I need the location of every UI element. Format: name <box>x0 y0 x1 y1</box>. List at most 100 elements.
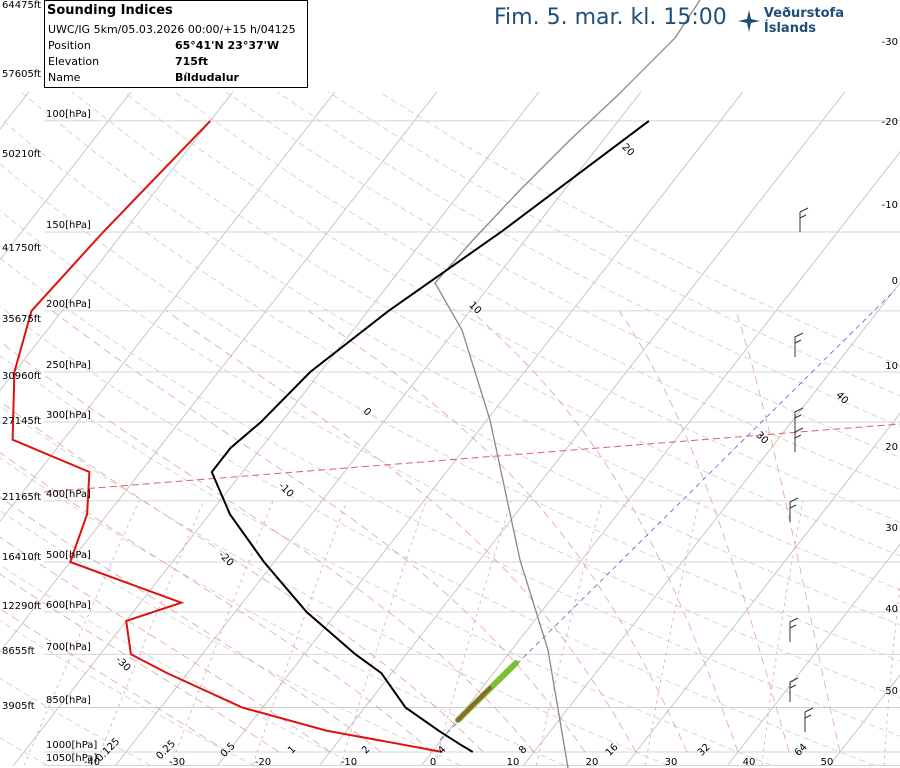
dry-adiabat-line <box>174 91 900 490</box>
moist-adiabat-line <box>0 608 229 753</box>
moist-adiabat-line <box>0 573 280 753</box>
isotherm-line <box>115 91 642 766</box>
wind-barb <box>789 617 799 642</box>
parcel-path <box>434 0 701 768</box>
isotherm-line <box>727 543 900 766</box>
moist-adiabat-line <box>52 310 586 753</box>
right-axis-tick: 10 <box>885 361 898 372</box>
bottom-axis-tick: 10 <box>507 757 520 768</box>
isotherm-line <box>0 91 336 522</box>
dry-adiabat-line <box>0 210 900 699</box>
pressure-label: 600[hPa] <box>46 600 91 611</box>
isotherm-line <box>0 91 438 653</box>
altitude-label: 35675ft <box>2 314 42 325</box>
vedur-logo-icon <box>738 10 760 32</box>
forecast-time-title: Fim. 5. mar. kl. 15:00 <box>494 5 727 30</box>
bottom-axis-tick: -30 <box>169 757 185 768</box>
brand-logo: Veðurstofa Íslands <box>738 6 900 36</box>
pressure-label: 1050[hPa] <box>46 753 98 764</box>
right-axis-tick: 40 <box>885 604 898 615</box>
dry-adiabat-line <box>328 91 900 397</box>
right-axis-tick: -20 <box>882 117 898 128</box>
moist-adiabat-line <box>0 451 433 753</box>
altitude-label: 12290ft <box>2 601 42 612</box>
wind-barb <box>789 677 799 702</box>
mixing-ratio-line <box>434 500 512 766</box>
info-value-name: Bíldudalur <box>175 71 239 84</box>
altitude-label: 30960ft <box>2 371 42 382</box>
isotherm-line <box>217 91 744 766</box>
info-label-position: Position <box>48 39 91 52</box>
altitude-label: 3905ft <box>2 701 35 712</box>
wind-barb <box>804 707 814 732</box>
reference-line <box>439 289 896 741</box>
wind-barb <box>789 497 799 522</box>
dewpoint-curve <box>11 120 443 753</box>
dry-adiabat-line <box>0 677 151 766</box>
bottom-axis-tick: 40 <box>743 757 756 768</box>
dry-adiabat-line <box>0 305 875 766</box>
isotherm-line <box>625 412 900 766</box>
brand-name: Veðurstofa Íslands <box>763 6 844 36</box>
surface-parcel-bar-inner <box>456 686 492 722</box>
right-axis-tick: 0 <box>892 276 898 287</box>
info-title: Sounding Indices <box>47 3 173 18</box>
pressure-label: 200[hPa] <box>46 299 91 310</box>
altitude-label: 64475ft <box>2 0 42 11</box>
info-label-name: Name <box>48 71 81 84</box>
wind-barb <box>794 407 804 432</box>
pressure-label: 400[hPa] <box>46 489 91 500</box>
right-axis-tick: -30 <box>882 37 898 48</box>
bottom-axis-tick: 50 <box>821 757 834 768</box>
mixing-ratio-line <box>645 500 700 766</box>
altitude-label: 41750ft <box>2 243 42 254</box>
altitude-label: 50210ft <box>2 149 42 160</box>
isotherm-line <box>13 91 540 766</box>
pressure-label: 700[hPa] <box>46 642 91 653</box>
info-label-elevation: Elevation <box>48 55 100 68</box>
isotherm-line <box>0 91 132 261</box>
wind-barb <box>794 427 804 452</box>
moist-adiabat-line <box>470 310 739 753</box>
dry-adiabat-line <box>0 117 900 626</box>
bottom-axis-tick: -40 <box>84 757 100 768</box>
pressure-label: 1000[hPa] <box>46 740 98 751</box>
altitude-label: 27145ft <box>2 416 42 427</box>
dry-adiabat-line <box>123 91 900 523</box>
moist-adiabat-line <box>0 496 382 753</box>
dry-adiabat-line <box>0 405 668 766</box>
mixing-ratio-line <box>883 582 900 766</box>
mixing-ratio-line <box>761 500 804 766</box>
dry-adiabat-line <box>0 510 461 766</box>
moist-adiabat-line <box>0 400 484 753</box>
mixing-ratio-line <box>170 500 274 766</box>
altitude-label: 21165ft <box>2 492 42 503</box>
isotherm-line <box>0 91 234 392</box>
bottom-axis-tick: 0 <box>430 757 436 768</box>
pressure-label: 250[hPa] <box>46 360 91 371</box>
bottom-axis-tick: 20 <box>586 757 599 768</box>
pressure-label: 150[hPa] <box>46 220 91 231</box>
pressure-label: 300[hPa] <box>46 410 91 421</box>
info-value-elevation: 715ft <box>175 55 209 68</box>
wind-barbs <box>789 207 814 732</box>
wind-barb <box>794 332 804 357</box>
bottom-axis-tick: -10 <box>341 757 357 768</box>
mixing-ratio-line <box>340 500 427 766</box>
pressure-label: 100[hPa] <box>46 109 91 120</box>
moist-adiabat-line <box>618 310 790 753</box>
mixing-ratio-line <box>252 500 348 766</box>
temperature-curve <box>210 120 650 753</box>
isotherm-line <box>421 151 900 766</box>
dry-adiabat-line <box>0 163 900 662</box>
dry-adiabat-line <box>0 564 358 766</box>
right-axis-tick: 30 <box>885 523 898 534</box>
right-axis-tick: 50 <box>885 686 898 697</box>
sounding-curves <box>11 0 701 768</box>
isotherm-line <box>319 91 846 766</box>
right-axis-tick: -10 <box>882 200 898 211</box>
wind-barb <box>799 207 809 232</box>
altitude-label: 8655ft <box>2 646 35 657</box>
